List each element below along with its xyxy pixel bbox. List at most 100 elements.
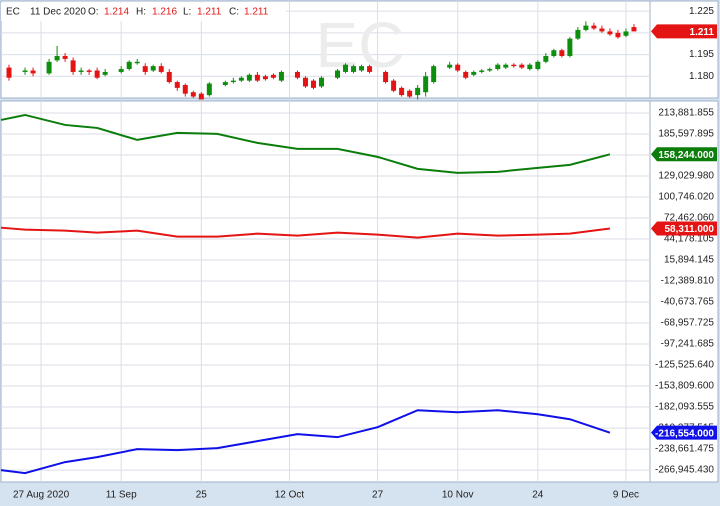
y-tick-label: 213,881.855 <box>658 108 714 119</box>
indicator-panel <box>0 100 651 483</box>
candle-body <box>407 90 413 97</box>
y-tick-label: 44,178.105 <box>664 234 714 245</box>
candle-body <box>359 66 365 71</box>
y-tick-label: 185,597.895 <box>658 129 714 140</box>
ohlc-label: O: <box>88 7 99 18</box>
ohlc-value: 1.211 <box>244 7 269 18</box>
candle-body <box>102 71 108 75</box>
candle-body <box>455 64 461 71</box>
candle-body <box>230 80 236 83</box>
candle-body <box>278 71 284 81</box>
candle-body <box>222 82 228 85</box>
candle-body <box>246 74 252 81</box>
y-tick-label: -266,945.430 <box>655 465 714 476</box>
candle-body <box>150 66 156 71</box>
x-tick-label: 24 <box>532 490 544 501</box>
x-tick-label: 12 Oct <box>275 490 305 501</box>
candle-body <box>158 66 164 72</box>
candle-body <box>591 25 597 29</box>
candle-body <box>46 61 52 74</box>
candle-body <box>423 76 429 93</box>
candle-body <box>527 64 533 70</box>
x-tick-label: 27 Aug 2020 <box>13 490 70 501</box>
candle-body <box>134 61 140 64</box>
value-tag-label: -216,554.000 <box>655 428 714 439</box>
candle-body <box>166 71 172 83</box>
y-tick-label: 100,746.020 <box>658 192 714 203</box>
value-tag-label: 158,244.000 <box>658 150 714 161</box>
marks <box>0 21 637 475</box>
candle-body <box>86 70 92 72</box>
candle-body <box>142 66 148 72</box>
ohlc-value: 1.211 <box>197 7 222 18</box>
candle-body <box>399 87 405 96</box>
candle-body <box>22 70 28 72</box>
y-tick-label: -153,809.600 <box>655 381 714 392</box>
symbol: EC <box>6 7 20 18</box>
series-line <box>0 113 611 174</box>
candle-body <box>535 61 541 70</box>
candle-body <box>174 82 180 88</box>
series-line <box>0 226 611 239</box>
candle-body <box>615 32 621 38</box>
candle-body <box>415 87 421 96</box>
y-tick-label: 1.180 <box>689 71 714 82</box>
candle-body <box>335 70 341 78</box>
value-tag-label: 58,311.000 <box>665 224 715 235</box>
candle-body <box>302 77 308 87</box>
candle-body <box>631 27 637 32</box>
date: 11 Dec 2020 <box>30 7 86 18</box>
ohlc-label: C: <box>229 7 239 18</box>
value-tag <box>651 221 717 236</box>
candle-body <box>54 56 60 61</box>
candle-body <box>294 71 300 78</box>
candle-body <box>182 84 188 94</box>
header-bg <box>1 3 286 21</box>
ohlc-label: L: <box>183 7 191 18</box>
ohlc-value: 1.214 <box>104 7 129 18</box>
price-axis <box>649 0 719 99</box>
candle-body <box>238 77 244 81</box>
value-tag <box>651 425 717 440</box>
y-tick-label: 72,462.060 <box>664 213 714 224</box>
y-tick-label: -12,389.810 <box>661 276 715 287</box>
candle-body <box>206 83 212 96</box>
candle-body <box>126 61 132 70</box>
candle-body <box>383 71 389 83</box>
x-tick-label: 10 Nov <box>442 490 474 501</box>
indicator-axis <box>649 100 719 483</box>
y-tick-label: -182,093.555 <box>655 402 714 413</box>
candle-body <box>62 56 68 59</box>
x-tick-label: 11 Sep <box>106 490 137 501</box>
ohlc-value: 1.216 <box>152 7 177 18</box>
candle-body <box>575 29 581 39</box>
candle-body <box>254 74 260 81</box>
series-line <box>0 409 611 475</box>
y-tick-label: -40,673.765 <box>661 297 715 308</box>
candle-body <box>447 64 453 68</box>
candle-body <box>503 64 509 68</box>
candle-body <box>511 64 517 67</box>
candle-body <box>190 92 196 97</box>
candle-body <box>6 67 12 78</box>
candle-body <box>495 64 501 70</box>
candle-body <box>471 71 477 75</box>
candle-body <box>567 38 573 57</box>
candle-body <box>318 77 324 87</box>
candle-body <box>607 31 613 35</box>
candle-body <box>487 69 493 71</box>
x-tick-label: 9 Dec <box>613 490 639 501</box>
labels: 1.211 158,244.000 58,311.000 -216,554.000 <box>651 24 717 440</box>
candle-body <box>543 56 549 62</box>
candle-body <box>623 31 629 36</box>
candle-body <box>599 28 605 32</box>
candle-body <box>262 76 268 80</box>
candle-body <box>431 66 437 83</box>
candle-body <box>391 80 397 91</box>
candle-body <box>367 66 373 72</box>
candle-body <box>30 70 36 74</box>
candle-body <box>78 70 84 72</box>
ohlc-label: H: <box>136 7 146 18</box>
candle-body <box>519 64 525 68</box>
